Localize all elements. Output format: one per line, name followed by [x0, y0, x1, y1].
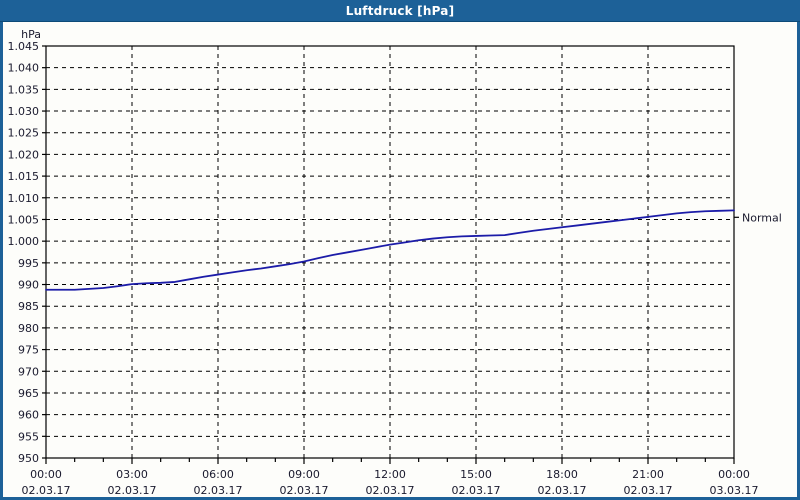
- y-axis-tick-label: 960: [18, 409, 39, 422]
- normal-label: Normal: [742, 211, 782, 224]
- x-axis-tick-labels: 00:00 02.03.17 03:00 02.03.17 06:00 02.03.17 0…: [22, 468, 759, 497]
- x-axis-time-label: 21:00: [632, 468, 664, 481]
- x-axis-date-label: 02.03.17: [22, 484, 71, 497]
- y-axis-tick-label: 1.020: [8, 148, 40, 161]
- page-title: Luftdruck [hPa]: [345, 3, 455, 18]
- data-series-layer: [45, 209, 735, 291]
- y-axis-tick-label: 1.040: [8, 62, 40, 75]
- y-axis-tick-label: 965: [18, 387, 39, 400]
- y-axis-tick-label: 970: [18, 365, 39, 378]
- y-axis-tick-labels: 1.045 1.040 1.035 1.030 1.025 1.020 1.015 1.010…: [8, 40, 40, 465]
- series-line-luftdruck: [45, 209, 735, 291]
- y-axis-tick-label: 975: [18, 344, 39, 357]
- x-axis-time-label: 03:00: [116, 468, 148, 481]
- x-axis-date-label: 02.03.17: [624, 484, 673, 497]
- x-axis-date-label: 02.03.17: [194, 484, 243, 497]
- y-axis-tick-label: 1.000: [8, 235, 40, 248]
- y-axis-tick-label: 980: [18, 322, 39, 335]
- y-axis-tick-label: 990: [18, 279, 39, 292]
- y-axis-tick-label: 1.010: [8, 192, 40, 205]
- x-axis-date-label: 02.03.17: [108, 484, 157, 497]
- x-axis-date-label: 02.03.17: [452, 484, 501, 497]
- y-axis-ticks: [42, 45, 46, 459]
- x-axis-time-label: 15:00: [460, 468, 492, 481]
- y-axis-unit-label: hPa: [21, 28, 41, 41]
- y-axis-tick-label: 985: [18, 300, 39, 313]
- y-axis-tick-label: 1.005: [8, 213, 40, 226]
- y-axis-tick-label: 1.030: [8, 105, 40, 118]
- x-axis-date-label: 03.03.17: [710, 484, 759, 497]
- annotation-layer: Normal: [734, 211, 782, 224]
- x-axis-time-label: 06:00: [202, 468, 234, 481]
- y-axis-tick-label: 1.035: [8, 83, 40, 96]
- y-axis-tick-label: 955: [18, 430, 39, 443]
- pressure-line-chart: 1.045 1.040 1.035 1.030 1.025 1.020 1.015 1.010…: [3, 22, 797, 497]
- y-axis-tick-label: 1.015: [8, 170, 40, 183]
- x-axis-time-label: 00:00: [30, 468, 62, 481]
- y-axis-tick-label: 1.045: [8, 40, 40, 53]
- x-axis-date-label: 02.03.17: [280, 484, 329, 497]
- y-axis-tick-label: 995: [18, 257, 39, 270]
- chart-content-area: 1.045 1.040 1.035 1.030 1.025 1.020 1.015 1.010…: [0, 22, 800, 500]
- x-axis-ticks: [45, 458, 735, 464]
- x-axis-time-label: 00:00: [718, 468, 750, 481]
- y-axis-tick-label: 950: [18, 452, 39, 465]
- y-axis-tick-label: 1.025: [8, 127, 40, 140]
- plot-wrapper: 1.045 1.040 1.035 1.030 1.025 1.020 1.015 1.010…: [3, 22, 797, 497]
- x-axis-time-label: 12:00: [374, 468, 406, 481]
- chart-background: [3, 22, 797, 497]
- x-axis-time-label: 09:00: [288, 468, 320, 481]
- x-axis-date-label: 02.03.17: [538, 484, 587, 497]
- window-title-bar: Luftdruck [hPa]: [0, 0, 800, 22]
- x-axis-date-label: 02.03.17: [366, 484, 415, 497]
- x-axis-time-label: 18:00: [546, 468, 578, 481]
